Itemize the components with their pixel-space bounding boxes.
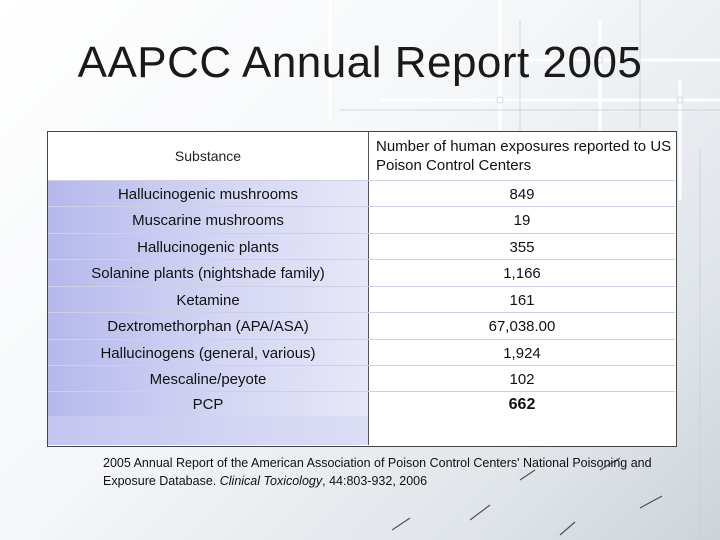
- exposure-count-cell: 161: [369, 287, 675, 313]
- empty-cell: [48, 416, 369, 445]
- table-empty-row: [48, 416, 675, 445]
- exposure-count-cell: 19: [369, 207, 675, 234]
- exposure-count-cell: 355: [369, 234, 675, 260]
- substance-cell: Hallucinogens (general, various): [48, 340, 369, 366]
- header-substance: Substance: [48, 132, 369, 180]
- substance-cell: Muscarine mushrooms: [48, 207, 369, 234]
- header-exposures: Number of human exposures reported to US…: [369, 132, 675, 180]
- substance-cell: Solanine plants (nightshade family): [48, 260, 369, 287]
- citation-text: 2005 Annual Report of the American Assoc…: [103, 456, 652, 488]
- substance-cell: Mescaline/peyote: [48, 366, 369, 392]
- substance-cell: Hallucinogenic plants: [48, 234, 369, 260]
- table-row: Hallucinogens (general, various) 1,924: [48, 339, 675, 366]
- substance-cell: Ketamine: [48, 287, 369, 313]
- exposure-count-cell: 1,166: [369, 260, 675, 287]
- table-header-row: Substance Number of human exposures repo…: [48, 132, 675, 181]
- citation-journal: Clinical Toxicology: [219, 474, 323, 488]
- table-row: Dextromethorphan (APA/ASA) 67,038.00: [48, 312, 675, 340]
- citation-details: , 44:803-932, 2006: [322, 474, 428, 488]
- exposure-count-cell: 102: [369, 366, 675, 392]
- empty-cell: [369, 416, 675, 445]
- exposure-count-cell: 67,038.00: [369, 313, 675, 340]
- exposure-table: Substance Number of human exposures repo…: [47, 131, 677, 447]
- substance-cell: Dextromethorphan (APA/ASA): [48, 313, 369, 340]
- table-row: Solanine plants (nightshade family) 1,166: [48, 259, 675, 287]
- table-row: Hallucinogenic plants 355: [48, 233, 675, 260]
- exposure-count-cell: 849: [369, 181, 675, 207]
- exposure-count-cell: 1,924: [369, 340, 675, 366]
- table-row: Ketamine 161: [48, 286, 675, 313]
- table-row: Hallucinogenic mushrooms 849: [48, 180, 675, 207]
- page-title: AAPCC Annual Report 2005: [77, 38, 643, 87]
- substance-cell: PCP: [48, 392, 369, 417]
- table-row: Muscarine mushrooms 19: [48, 206, 675, 234]
- substance-cell: Hallucinogenic mushrooms: [48, 181, 369, 207]
- table-row: Mescaline/peyote 102: [48, 365, 675, 392]
- table-row: PCP 662: [48, 391, 675, 417]
- citation: 2005 Annual Report of the American Assoc…: [103, 454, 663, 490]
- exposure-count-cell: 662: [369, 392, 675, 417]
